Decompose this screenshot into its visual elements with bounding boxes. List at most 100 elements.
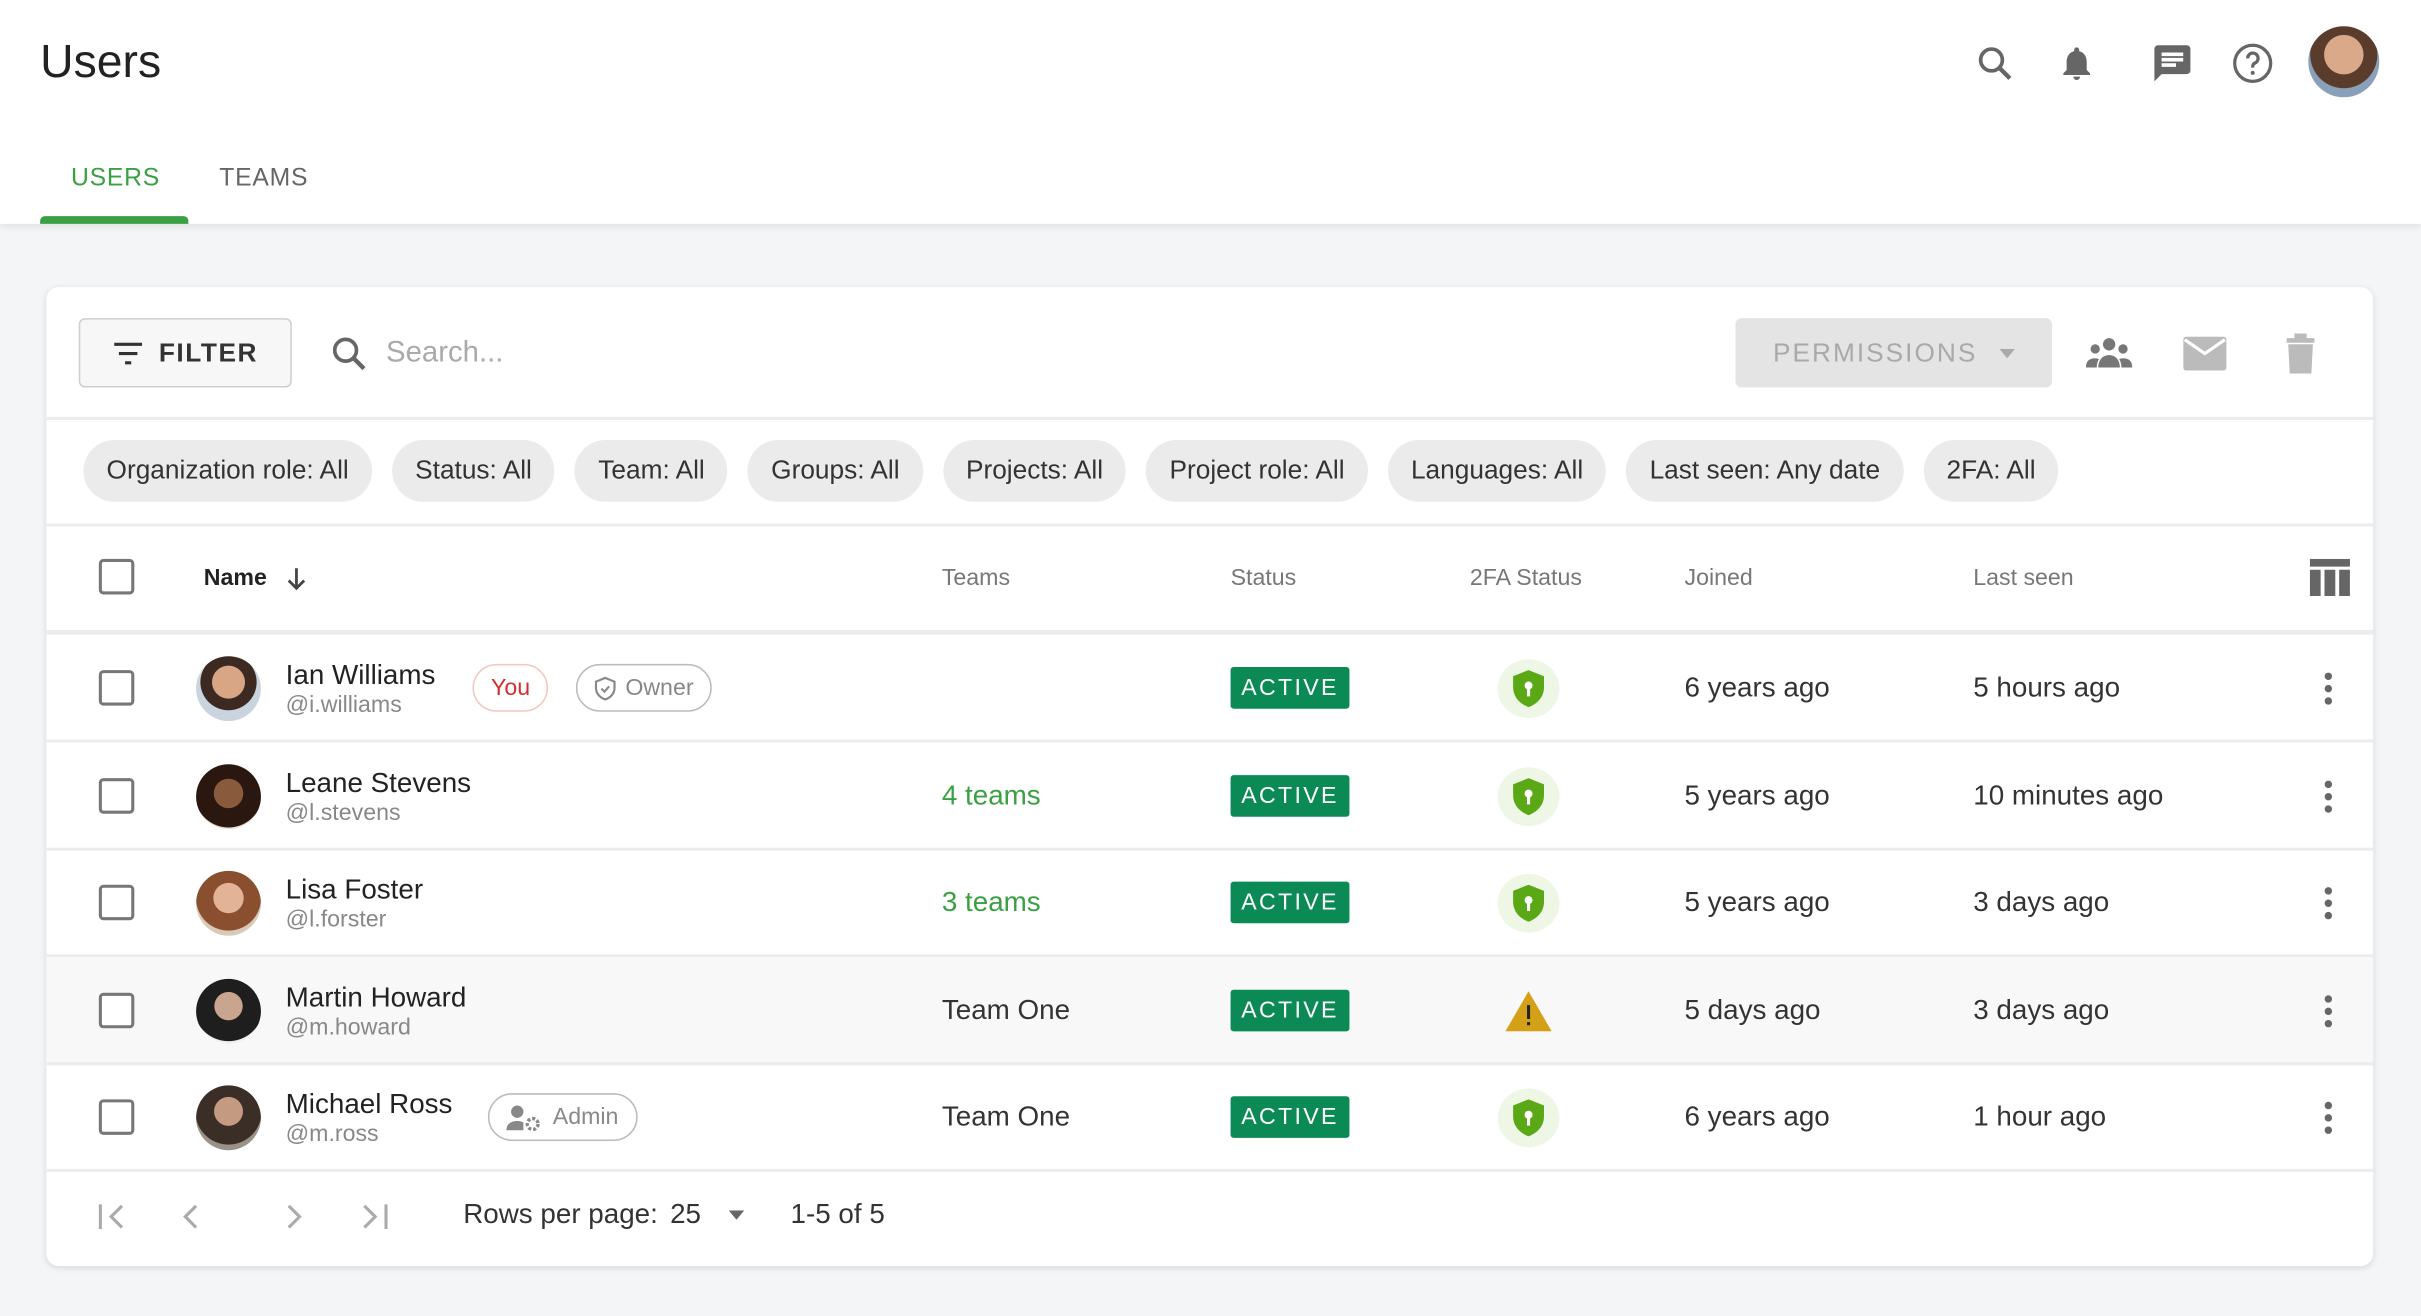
column-header-last-seen[interactable]: Last seen [1973, 565, 2074, 592]
row-checkbox[interactable] [98, 992, 135, 1028]
row-checkbox[interactable] [98, 670, 135, 706]
filter-chip-team[interactable]: Team: All [575, 440, 728, 502]
row-checkbox[interactable] [98, 884, 135, 921]
permissions-dropdown[interactable]: PERMISSIONS [1735, 318, 2052, 388]
caret-down-icon [728, 1209, 745, 1219]
filter-chip-projects[interactable]: Projects: All [942, 440, 1127, 502]
column-header-joined[interactable]: Joined [1684, 565, 1753, 592]
joined-date: 6 years ago [1684, 671, 1830, 703]
column-header-name[interactable]: Name [204, 565, 307, 591]
more-vert-icon[interactable] [2316, 990, 2341, 1030]
shield-check-icon [594, 675, 616, 700]
search-icon[interactable] [1972, 40, 2018, 86]
you-badge: You [472, 663, 549, 712]
avatar [196, 978, 261, 1043]
role-badge-owner: Owner [575, 663, 713, 712]
user-handle: @l.stevens [285, 799, 401, 826]
rows-per-page-label: Rows per page: [463, 1198, 658, 1230]
first-page-icon[interactable] [97, 1203, 128, 1239]
row-checkbox[interactable] [98, 777, 135, 813]
user-teams: Team One [941, 1100, 1071, 1132]
table-row[interactable]: Michael Ross @m.ross Admin Team One ACTI… [46, 1064, 2374, 1172]
filter-chip-groups[interactable]: Groups: All [748, 440, 923, 502]
table-row[interactable]: Lisa Foster @l.forster 3 teams ACTIVE 5 … [46, 849, 2374, 958]
role-badge-label: Owner [625, 674, 694, 701]
divider [46, 416, 2374, 420]
user-gear-icon [506, 1104, 540, 1131]
chat-icon[interactable] [2149, 40, 2195, 86]
joined-date: 6 years ago [1684, 1100, 1830, 1132]
filter-chip-status[interactable]: Status: All [391, 440, 556, 502]
avatar [196, 656, 261, 722]
filter-button[interactable]: FILTER [78, 318, 292, 388]
2fa-shield-icon [1497, 873, 1560, 933]
table-row[interactable]: Leane Stevens @l.stevens 4 teams ACTIVE … [46, 742, 2374, 850]
user-teams[interactable]: 4 teams [941, 778, 1041, 810]
tab-teams[interactable]: TEAMS [219, 165, 309, 192]
tab-users[interactable]: USERS [71, 165, 160, 192]
rows-per-page-value: 25 [670, 1198, 702, 1230]
2fa-warning-icon [1498, 981, 1560, 1040]
app-header: Users USERS TEAMS [0, 0, 2421, 224]
permissions-label: PERMISSIONS [1772, 337, 1978, 367]
rows-per-page-select[interactable]: 25 [670, 1198, 745, 1230]
last-seen: 5 hours ago [1973, 671, 2121, 703]
trash-icon[interactable] [2274, 330, 2326, 376]
bell-icon[interactable] [2054, 40, 2100, 86]
filter-chip-project-role[interactable]: Project role: All [1146, 440, 1368, 502]
user-name[interactable]: Martin Howard [285, 981, 467, 1013]
filter-chip-last-seen[interactable]: Last seen: Any date [1626, 440, 1904, 502]
column-header-status[interactable]: Status [1230, 565, 1297, 592]
more-vert-icon[interactable] [2316, 669, 2341, 709]
search-input[interactable] [386, 330, 1158, 377]
more-vert-icon[interactable] [2316, 776, 2341, 816]
previous-page-icon[interactable] [179, 1203, 201, 1239]
next-page-icon[interactable] [284, 1203, 306, 1239]
role-badge-admin: Admin [487, 1093, 637, 1142]
filter-icon [114, 341, 142, 364]
sort-arrow-down-icon [287, 567, 305, 590]
user-teams[interactable]: 3 teams [941, 886, 1041, 918]
user-name[interactable]: Lisa Foster [285, 873, 424, 905]
last-seen: 3 days ago [1973, 886, 2110, 918]
help-icon[interactable] [2230, 40, 2276, 86]
user-name[interactable]: Ian Williams [285, 659, 436, 691]
filter-chips: Organization role: All Status: All Team:… [83, 440, 2059, 502]
select-all-checkbox[interactable] [98, 558, 135, 595]
avatar [196, 1085, 261, 1151]
user-name[interactable]: Michael Ross [285, 1088, 453, 1120]
filter-label: FILTER [158, 337, 259, 367]
column-name-label: Name [203, 565, 267, 592]
joined-date: 5 days ago [1684, 993, 1821, 1025]
column-header-teams[interactable]: Teams [941, 565, 1011, 592]
mail-icon[interactable] [2179, 330, 2231, 376]
user-avatar[interactable] [2308, 26, 2380, 98]
table-row[interactable]: Ian Williams @i.williams You Owner ACTIVE… [46, 635, 2374, 743]
role-badge-label: Admin [552, 1103, 619, 1131]
divider [46, 523, 2374, 527]
2fa-shield-icon [1497, 659, 1560, 718]
column-header-2fa[interactable]: 2FA Status [1469, 565, 1582, 592]
user-teams: Team One [941, 993, 1071, 1025]
caret-down-icon [1998, 348, 2015, 358]
status-badge: ACTIVE [1230, 988, 1350, 1031]
joined-date: 5 years ago [1684, 886, 1830, 918]
divider [46, 629, 2374, 635]
row-checkbox[interactable] [98, 1099, 135, 1135]
avatar [196, 870, 261, 936]
user-handle: @m.howard [285, 1013, 411, 1040]
last-seen: 10 minutes ago [1973, 778, 2164, 810]
avatar [196, 763, 261, 829]
table-row[interactable]: Martin Howard @m.howard Team One ACTIVE … [46, 956, 2374, 1065]
columns-icon[interactable] [2309, 558, 2350, 604]
last-page-icon[interactable] [358, 1203, 389, 1239]
more-vert-icon[interactable] [2316, 1098, 2341, 1138]
user-name[interactable]: Leane Stevens [285, 766, 472, 798]
more-vert-icon[interactable] [2316, 883, 2341, 923]
status-badge: ACTIVE [1230, 881, 1350, 924]
filter-chip-languages[interactable]: Languages: All [1387, 440, 1607, 502]
filter-chip-2fa[interactable]: 2FA: All [1923, 440, 2059, 502]
group-icon[interactable] [2083, 330, 2135, 376]
filter-chip-organization-role[interactable]: Organization role: All [83, 440, 372, 502]
2fa-shield-icon [1497, 1088, 1560, 1148]
